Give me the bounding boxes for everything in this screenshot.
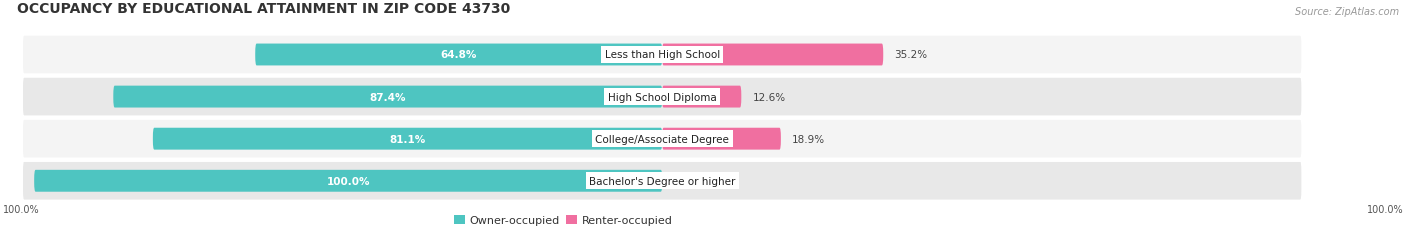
FancyBboxPatch shape (21, 119, 1303, 159)
FancyBboxPatch shape (21, 35, 1303, 75)
Text: 87.4%: 87.4% (370, 92, 406, 102)
Text: 35.2%: 35.2% (894, 50, 928, 60)
Text: College/Associate Degree: College/Associate Degree (595, 134, 730, 144)
Text: High School Diploma: High School Diploma (607, 92, 717, 102)
FancyBboxPatch shape (21, 77, 1303, 117)
Text: 18.9%: 18.9% (792, 134, 825, 144)
FancyBboxPatch shape (662, 44, 883, 66)
Text: OCCUPANCY BY EDUCATIONAL ATTAINMENT IN ZIP CODE 43730: OCCUPANCY BY EDUCATIONAL ATTAINMENT IN Z… (17, 2, 510, 16)
Text: Source: ZipAtlas.com: Source: ZipAtlas.com (1295, 7, 1399, 17)
FancyBboxPatch shape (153, 128, 662, 150)
Text: 81.1%: 81.1% (389, 134, 426, 144)
FancyBboxPatch shape (662, 86, 741, 108)
FancyBboxPatch shape (34, 170, 662, 192)
FancyBboxPatch shape (21, 161, 1303, 201)
Text: 0.0%: 0.0% (673, 176, 700, 186)
Text: 100.0%: 100.0% (3, 204, 39, 214)
FancyBboxPatch shape (662, 128, 780, 150)
Legend: Owner-occupied, Renter-occupied: Owner-occupied, Renter-occupied (449, 210, 676, 230)
Text: Less than High School: Less than High School (605, 50, 720, 60)
Text: 64.8%: 64.8% (440, 50, 477, 60)
FancyBboxPatch shape (114, 86, 662, 108)
Text: Bachelor's Degree or higher: Bachelor's Degree or higher (589, 176, 735, 186)
Text: 100.0%: 100.0% (326, 176, 370, 186)
FancyBboxPatch shape (256, 44, 662, 66)
Text: 100.0%: 100.0% (1367, 204, 1403, 214)
Text: 12.6%: 12.6% (752, 92, 786, 102)
